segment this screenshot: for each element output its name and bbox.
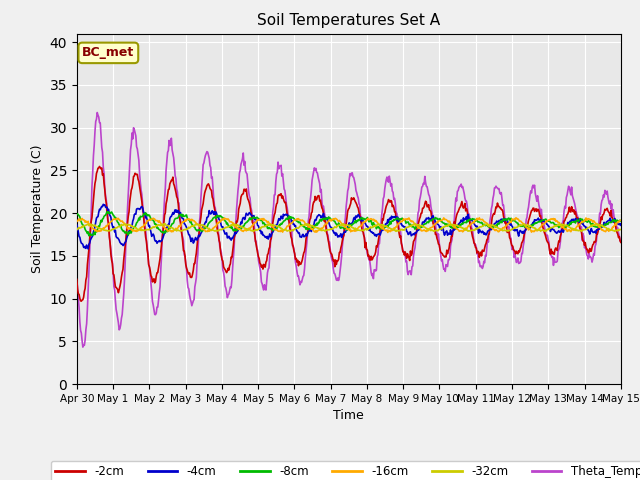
-16cm [617,217,625,223]
-4cm [140,211,148,216]
-32cm [223,225,230,230]
X-axis label: Time: Time [333,409,364,422]
-8cm [433,215,440,221]
Theta_Temp [224,292,232,298]
-4cm [99,202,107,207]
-8cm [224,222,232,228]
-8cm [617,218,625,224]
Theta_Temp [196,220,204,226]
Theta_Temp [417,194,424,200]
-16cm [223,216,230,222]
-2cm [84,262,92,267]
Line: -32cm: -32cm [77,224,621,231]
-8cm [73,211,81,217]
-32cm [194,222,202,228]
-16cm [384,229,392,235]
-4cm [617,222,625,228]
Legend: -2cm, -4cm, -8cm, -16cm, -32cm, Theta_Temp: -2cm, -4cm, -8cm, -16cm, -32cm, Theta_Te… [51,461,640,480]
-8cm [85,233,93,239]
Line: Theta_Temp: Theta_Temp [77,112,621,347]
Y-axis label: Soil Temperature (C): Soil Temperature (C) [31,144,44,273]
-8cm [196,228,204,233]
-2cm [73,276,81,282]
-32cm [411,221,419,227]
-32cm [73,227,81,233]
-4cm [224,235,232,240]
Theta_Temp [140,214,148,220]
-16cm [194,221,202,227]
Theta_Temp [79,344,86,350]
-16cm [139,224,147,229]
-16cm [73,219,81,225]
-2cm [617,240,625,245]
Line: -16cm: -16cm [77,218,621,232]
-2cm [77,298,85,304]
-32cm [416,222,424,228]
-8cm [140,211,148,216]
-2cm [224,265,232,271]
-16cm [416,225,424,231]
-32cm [431,228,439,234]
Text: BC_met: BC_met [82,47,134,60]
-32cm [83,222,90,228]
-2cm [140,221,148,227]
-4cm [433,219,440,225]
-16cm [83,219,90,225]
-8cm [417,224,424,230]
Theta_Temp [84,306,92,312]
Theta_Temp [93,109,101,115]
-4cm [73,222,81,228]
Theta_Temp [433,228,440,234]
Line: -8cm: -8cm [77,212,621,236]
Theta_Temp [73,275,81,281]
-32cm [611,228,619,234]
-8cm [83,228,90,234]
-2cm [196,228,204,234]
-4cm [417,225,424,230]
-2cm [95,164,103,169]
Title: Soil Temperatures Set A: Soil Temperatures Set A [257,13,440,28]
-16cm [431,221,439,227]
-4cm [84,246,92,252]
Line: -2cm: -2cm [77,167,621,301]
-16cm [476,215,483,221]
-2cm [417,214,424,220]
-4cm [83,242,90,248]
Theta_Temp [617,239,625,245]
-32cm [139,228,147,233]
-2cm [433,231,440,237]
-8cm [103,209,111,215]
-4cm [196,234,204,240]
Line: -4cm: -4cm [77,204,621,249]
-32cm [617,227,625,232]
